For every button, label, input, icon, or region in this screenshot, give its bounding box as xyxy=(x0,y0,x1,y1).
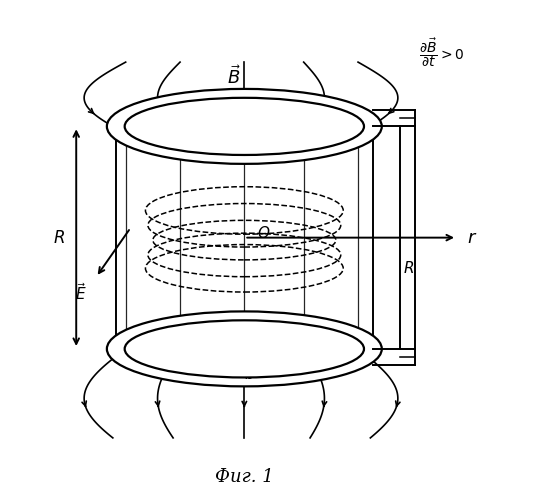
Text: $O$: $O$ xyxy=(256,224,270,240)
Text: $b$: $b$ xyxy=(244,366,255,382)
Ellipse shape xyxy=(107,89,382,164)
Ellipse shape xyxy=(107,312,382,386)
Text: $\dfrac{\partial \vec{B}}{\partial t}>0$: $\dfrac{\partial \vec{B}}{\partial t}>0$ xyxy=(419,36,465,68)
Text: $R$: $R$ xyxy=(53,228,65,246)
Text: Фиг. 1: Фиг. 1 xyxy=(215,468,273,486)
Ellipse shape xyxy=(125,320,364,378)
Text: $R$: $R$ xyxy=(403,260,414,276)
Text: $a$: $a$ xyxy=(252,99,262,114)
Text: $r$: $r$ xyxy=(467,228,477,246)
Ellipse shape xyxy=(125,98,364,155)
Text: $\vec{E}$: $\vec{E}$ xyxy=(75,282,86,303)
Text: $\vec{B}$: $\vec{B}$ xyxy=(227,66,242,88)
